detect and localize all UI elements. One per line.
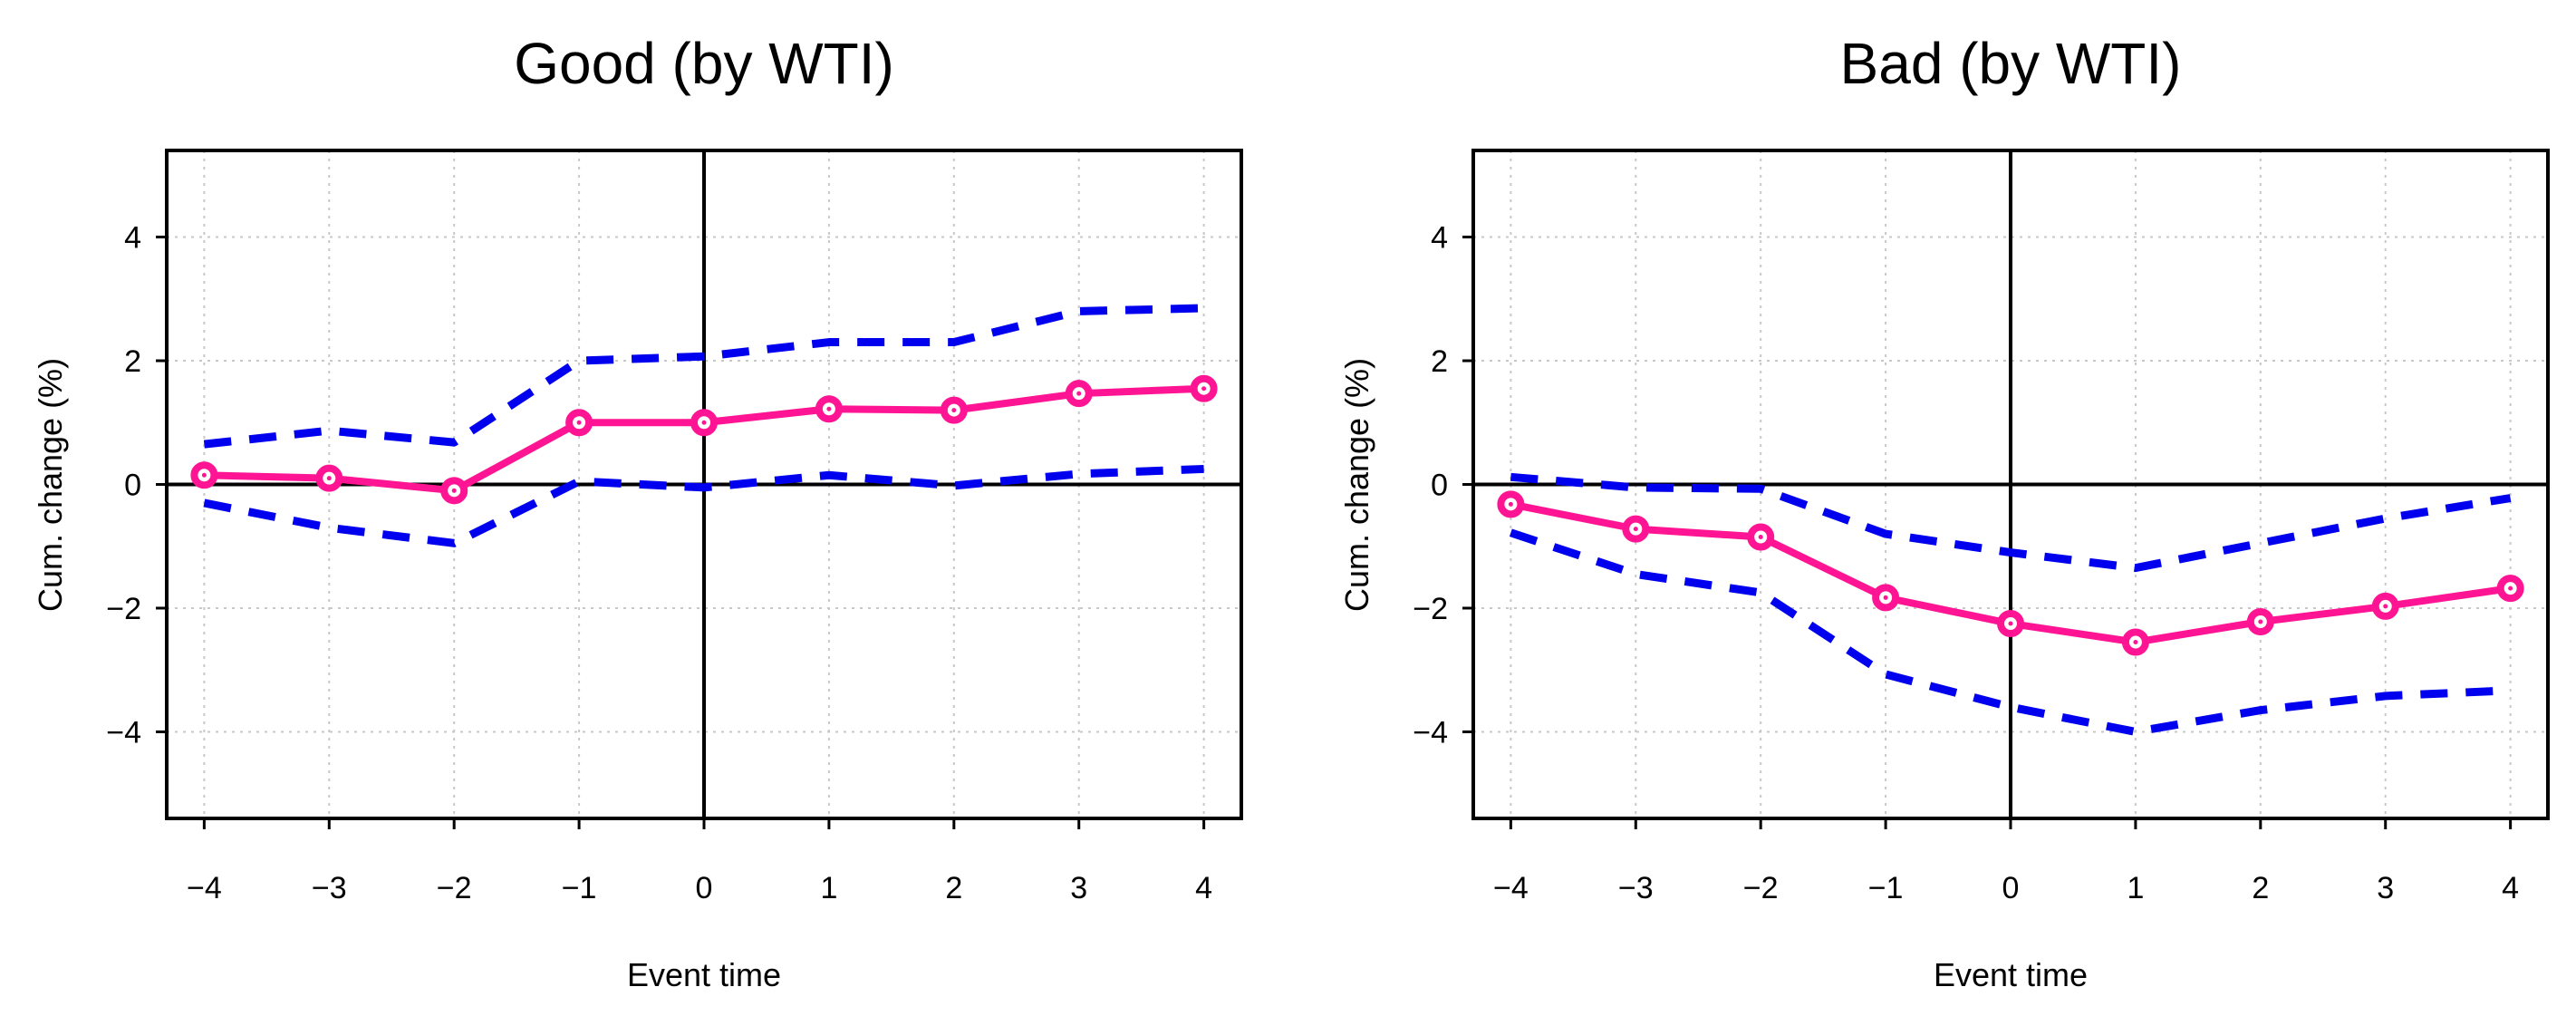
- x-tick-label: −3: [1618, 871, 1654, 905]
- x-tick-label: −1: [1868, 871, 1904, 905]
- series-line: [1510, 472, 2512, 573]
- y-tick-label: −2: [106, 592, 141, 626]
- x-tick-label: 1: [2127, 871, 2144, 905]
- data-point-center: [451, 488, 457, 493]
- series-lower-band: [203, 464, 1204, 547]
- y-axis-label: Cum. change (%): [1338, 358, 1375, 612]
- series-lower-band: [1509, 528, 2511, 736]
- data-point-center: [201, 472, 207, 478]
- data-point-center: [2008, 621, 2013, 626]
- data-point-center: [2383, 604, 2388, 609]
- data-point-center: [1633, 527, 1638, 532]
- data-point-center: [1883, 595, 1888, 600]
- panel-title: Good (by WTI): [514, 31, 894, 96]
- data-point-center: [1758, 535, 1763, 540]
- data-point-center: [951, 408, 957, 413]
- data-point-center: [1076, 391, 1082, 396]
- panel-good: Good (by WTI) Cum. change (%) Event time…: [32, 31, 1243, 993]
- y-tick-label: −4: [1413, 715, 1448, 750]
- x-axis-label: Event time: [1934, 956, 2088, 993]
- series-line: [203, 464, 1204, 547]
- y-tick-label: 2: [1431, 344, 1448, 379]
- data-point-center: [826, 406, 832, 411]
- x-tick-label: −2: [1743, 871, 1779, 905]
- x-tick-label: 0: [696, 871, 713, 905]
- x-tick-label: −2: [437, 871, 472, 905]
- data-point-center: [1201, 386, 1207, 392]
- data-point-center: [1508, 501, 1513, 507]
- x-tick-label: 4: [2502, 871, 2519, 905]
- y-tick-label: 4: [1431, 221, 1448, 256]
- data-point-center: [701, 420, 707, 425]
- y-tick-label: −2: [1413, 592, 1448, 626]
- data-point-center: [2258, 619, 2263, 624]
- x-tick-label: 1: [820, 871, 837, 905]
- panel-title: Bad (by WTI): [1840, 31, 2182, 96]
- x-tick-label: 4: [1195, 871, 1212, 905]
- y-tick-label: 0: [1431, 469, 1448, 503]
- series-estimate: [190, 374, 1218, 505]
- x-tick-label: 2: [2252, 871, 2269, 905]
- x-tick-label: 3: [1070, 871, 1087, 905]
- x-tick-label: −3: [312, 871, 347, 905]
- y-tick-label: 2: [124, 344, 141, 379]
- series-line: [1509, 528, 2511, 736]
- y-axis-label: Cum. change (%): [32, 358, 69, 612]
- series-upper-band: [203, 304, 1204, 449]
- x-tick-label: −4: [1493, 871, 1529, 905]
- panel-bad: Bad (by WTI) Cum. change (%) Event time …: [1338, 31, 2550, 993]
- data-point-center: [2133, 640, 2138, 645]
- data-point-center: [576, 420, 582, 425]
- x-tick-label: 2: [945, 871, 962, 905]
- series-upper-band: [1510, 472, 2512, 573]
- x-tick-label: −4: [187, 871, 222, 905]
- series-estimate: [1497, 490, 2524, 656]
- x-tick-label: −1: [562, 871, 597, 905]
- y-tick-label: 4: [124, 221, 141, 256]
- data-point-center: [2508, 585, 2513, 591]
- x-tick-label: 3: [2377, 871, 2394, 905]
- y-tick-label: 0: [124, 469, 141, 503]
- series-line: [203, 304, 1204, 449]
- data-point-center: [326, 476, 332, 481]
- x-axis-label: Event time: [627, 956, 781, 993]
- y-tick-label: −4: [106, 715, 141, 750]
- x-tick-label: 0: [2002, 871, 2020, 905]
